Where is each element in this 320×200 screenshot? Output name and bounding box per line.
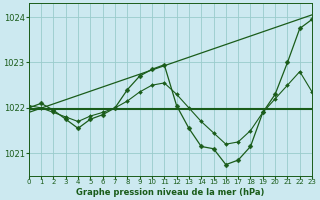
X-axis label: Graphe pression niveau de la mer (hPa): Graphe pression niveau de la mer (hPa) [76,188,265,197]
